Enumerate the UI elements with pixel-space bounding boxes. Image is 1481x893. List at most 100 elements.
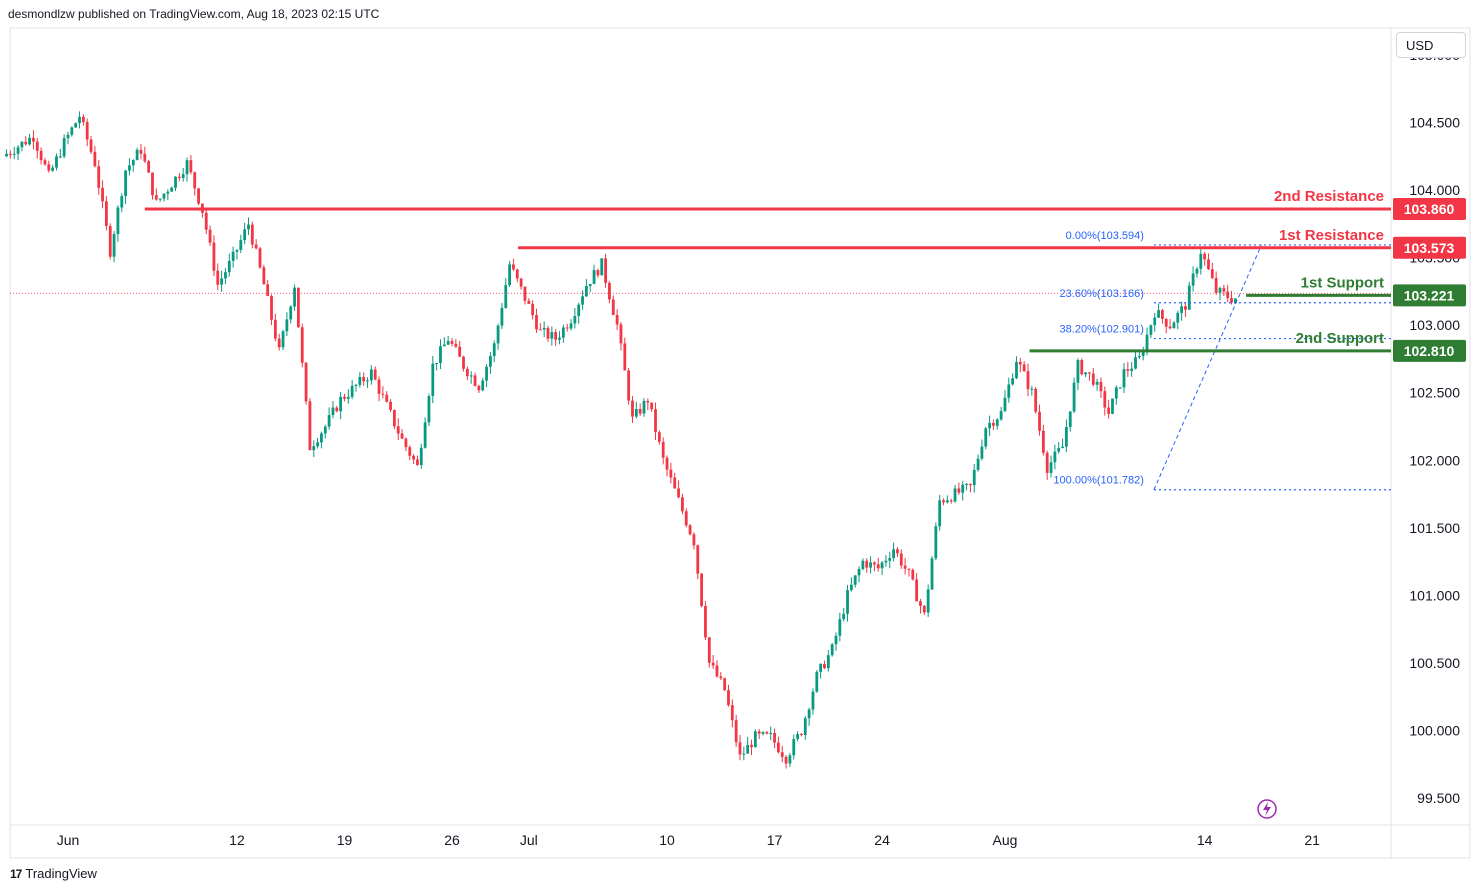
candle — [673, 472, 677, 489]
candle — [435, 362, 439, 371]
candle — [1045, 450, 1049, 480]
candle — [807, 707, 811, 726]
candle — [377, 376, 381, 402]
candle — [623, 337, 627, 371]
candle — [611, 295, 615, 316]
candle — [634, 401, 638, 419]
candle — [112, 230, 116, 263]
candle — [696, 544, 700, 580]
candle — [89, 135, 93, 155]
candle — [5, 149, 8, 158]
candle — [1099, 377, 1103, 398]
candle — [258, 246, 262, 269]
x-axis: Jun 12 19 26 Jul 10 17 24 Aug 14 21 — [57, 832, 1320, 848]
x-tick-label: Jun — [57, 832, 80, 848]
candle — [1149, 324, 1153, 339]
candle — [254, 239, 258, 250]
candle — [838, 612, 842, 642]
candle — [888, 551, 892, 569]
candle — [1141, 346, 1145, 361]
candle — [55, 153, 58, 171]
attribution-header: desmondlzw published on TradingView.com,… — [8, 7, 380, 21]
candle — [777, 736, 780, 754]
candle — [1065, 419, 1068, 452]
candle — [638, 403, 642, 416]
candle — [143, 146, 147, 163]
tradingview-logo-icon: 17 — [10, 866, 22, 881]
flash-icon[interactable] — [1257, 799, 1277, 819]
candle — [450, 338, 454, 347]
candle — [154, 188, 158, 201]
candle — [796, 731, 799, 742]
candle — [577, 302, 581, 324]
candle — [677, 480, 680, 499]
candle — [458, 341, 462, 357]
currency-button[interactable]: USD — [1396, 32, 1466, 58]
candle — [892, 542, 895, 562]
candle — [93, 145, 97, 168]
candle — [1114, 385, 1118, 405]
candle — [131, 159, 135, 172]
candle — [446, 336, 450, 346]
candle — [650, 402, 654, 412]
candle — [181, 167, 185, 182]
candle — [78, 111, 81, 129]
candle — [247, 217, 250, 236]
candle — [1199, 246, 1203, 275]
candle — [546, 325, 550, 342]
candle — [312, 440, 316, 458]
candle — [988, 415, 991, 437]
candle — [400, 429, 404, 440]
candle — [992, 419, 995, 431]
candle — [477, 384, 481, 393]
resistance-price-box — [1393, 198, 1466, 221]
candle — [62, 134, 66, 159]
candle — [550, 326, 554, 346]
candle — [600, 258, 604, 276]
footer-brand: 17 TradingView — [10, 866, 97, 881]
candle — [515, 268, 519, 283]
candle — [1041, 424, 1045, 456]
candle — [162, 193, 166, 202]
y-axis: 105.000104.500104.000103.500103.000102.5… — [1409, 47, 1460, 806]
candle — [177, 172, 181, 182]
candle — [896, 547, 899, 557]
candle — [765, 731, 769, 735]
candle — [1107, 399, 1111, 419]
candle — [250, 221, 254, 249]
candle — [66, 131, 70, 145]
candle — [953, 484, 957, 503]
candle — [757, 729, 761, 740]
candle — [761, 731, 765, 736]
candle — [135, 147, 139, 161]
candle — [1210, 262, 1214, 280]
fib-level-label: 100.00%(101.782) — [1053, 475, 1144, 487]
candle — [592, 264, 596, 285]
candle — [193, 171, 197, 196]
candle — [442, 337, 446, 347]
y-tick-label: 104.500 — [1409, 115, 1460, 131]
candle — [519, 277, 523, 290]
candle — [362, 372, 366, 386]
candle — [70, 126, 74, 137]
candle — [619, 321, 623, 351]
candle — [1030, 385, 1034, 396]
candle — [266, 280, 270, 297]
candle — [9, 150, 12, 159]
candle — [972, 464, 976, 493]
x-tick-label: 19 — [337, 832, 353, 848]
candle — [1022, 361, 1026, 372]
fib-trend-line — [1153, 244, 1262, 490]
candle — [277, 333, 281, 351]
candle — [565, 323, 569, 332]
candle — [1130, 362, 1134, 377]
candle — [74, 122, 78, 128]
candle — [588, 283, 592, 292]
candle — [815, 670, 819, 693]
candle — [197, 187, 200, 206]
candle — [1053, 444, 1057, 470]
candle — [473, 372, 477, 387]
candle — [1118, 387, 1122, 389]
